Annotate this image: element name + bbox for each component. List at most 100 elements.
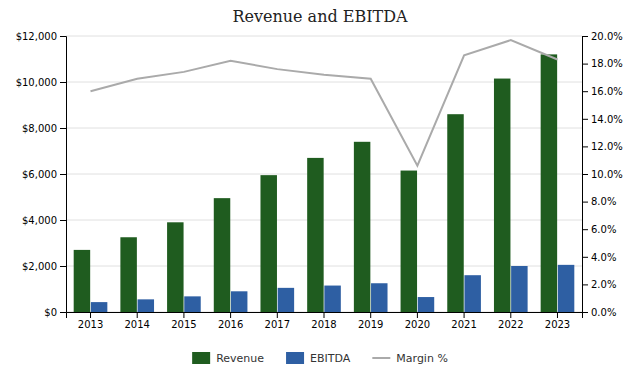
tick: 18.0%: [582, 58, 623, 69]
tick-mark: [60, 174, 66, 175]
marks: [74, 40, 575, 312]
tick-mark: [582, 257, 588, 258]
tick: 6.0%: [582, 224, 616, 235]
bar: [401, 171, 417, 312]
bar: [447, 114, 463, 312]
tick: 2023: [545, 312, 570, 330]
tick-label: 10.0%: [591, 169, 623, 180]
tick-label: 18.0%: [591, 58, 623, 69]
tick-label: 2022: [498, 319, 523, 330]
tick-label: 2015: [171, 319, 196, 330]
tick-label: 12.0%: [591, 141, 623, 152]
bar: [91, 302, 107, 312]
tick-mark: [582, 91, 588, 92]
tick-label: 2018: [311, 319, 336, 330]
tick: 8.0%: [582, 196, 616, 207]
tick: 2014: [124, 312, 149, 330]
plot-area: $0$2,000$4,000$6,000$8,000$10,000$12,000…: [16, 31, 623, 330]
bar: [558, 265, 574, 312]
tick-label: 0.0%: [591, 307, 616, 318]
tick: 20.0%: [582, 31, 623, 42]
tick: 14.0%: [582, 114, 623, 125]
tick-label: 2013: [78, 319, 103, 330]
tick-mark: [230, 312, 231, 318]
bar: [260, 175, 276, 312]
legend-label: Revenue: [216, 352, 264, 365]
bar: [231, 291, 247, 312]
tick: 2019: [358, 312, 383, 330]
line: [91, 40, 558, 166]
tick-label: $4,000: [22, 215, 57, 226]
x-axis: 2013201420152016201720182019202020212022…: [67, 312, 583, 330]
tick-mark: [582, 174, 588, 175]
tick-label: 2019: [358, 319, 383, 330]
bar: [371, 283, 387, 312]
chart-container: $0$2,000$4,000$6,000$8,000$10,000$12,000…: [0, 0, 640, 372]
tick-label: $8,000: [22, 123, 57, 134]
tick: 2020: [405, 312, 430, 330]
bar: [494, 79, 510, 312]
tick-mark: [324, 312, 325, 318]
legend-item: EBITDA: [286, 352, 351, 365]
tick-label: 2.0%: [591, 279, 616, 290]
legend: Revenue EBITDA Margin %: [192, 352, 448, 365]
tick: $0: [44, 307, 66, 318]
tick-mark: [277, 312, 278, 318]
tick-mark: [582, 146, 588, 147]
tick: 2.0%: [582, 279, 616, 290]
title: Revenue and EBITDA: [232, 7, 408, 26]
tick-mark: [582, 202, 588, 203]
bar: [184, 296, 200, 312]
bar: [74, 250, 90, 312]
tick-mark: [60, 36, 66, 37]
tick-label: 2014: [124, 319, 149, 330]
tick: 2013: [78, 312, 103, 330]
tick-mark: [60, 312, 66, 313]
bar: [418, 297, 434, 312]
legend-label: Margin %: [396, 352, 448, 365]
bar: [464, 275, 480, 312]
tick-mark: [137, 312, 138, 318]
bar: [354, 142, 370, 312]
legend-swatch: [286, 352, 304, 364]
legend-label: EBITDA: [310, 352, 351, 365]
tick-mark: [60, 266, 66, 267]
tick-mark: [90, 312, 91, 318]
legend-swatch: [192, 352, 210, 364]
tick-label: 2021: [451, 319, 476, 330]
tick-mark: [417, 312, 418, 318]
tick-label: $12,000: [16, 31, 57, 42]
tick-mark: [60, 220, 66, 221]
grid: [66, 36, 582, 312]
tick-mark: [557, 312, 558, 318]
tick-label: 2016: [218, 319, 243, 330]
tick-label: $0: [44, 307, 57, 318]
legend-item: Revenue: [192, 352, 264, 365]
bar: [167, 222, 183, 312]
tick: $12,000: [16, 31, 66, 42]
tick-mark: [582, 284, 588, 285]
tick-label: 16.0%: [591, 86, 623, 97]
tick-label: 4.0%: [591, 252, 616, 263]
tick-label: 20.0%: [591, 31, 623, 42]
tick: 2015: [171, 312, 196, 330]
tick-label: $2,000: [22, 261, 57, 272]
tick: 2018: [311, 312, 336, 330]
tick-mark: [582, 229, 588, 230]
bar-series: [74, 54, 557, 312]
tick-mark: [582, 64, 588, 65]
tick-mark: [510, 312, 511, 318]
tick: 2022: [498, 312, 523, 330]
bar: [324, 286, 340, 312]
tick-mark: [370, 312, 371, 318]
tick-label: 14.0%: [591, 114, 623, 125]
tick: 12.0%: [582, 141, 623, 152]
legend-swatch: [372, 357, 390, 359]
bar-series: [91, 265, 574, 312]
tick-mark: [183, 312, 184, 318]
legend-item: Margin %: [372, 352, 448, 365]
tick-label: 8.0%: [591, 196, 616, 207]
tick: $2,000: [22, 261, 66, 272]
tick-mark: [60, 128, 66, 129]
tick: $6,000: [22, 169, 66, 180]
